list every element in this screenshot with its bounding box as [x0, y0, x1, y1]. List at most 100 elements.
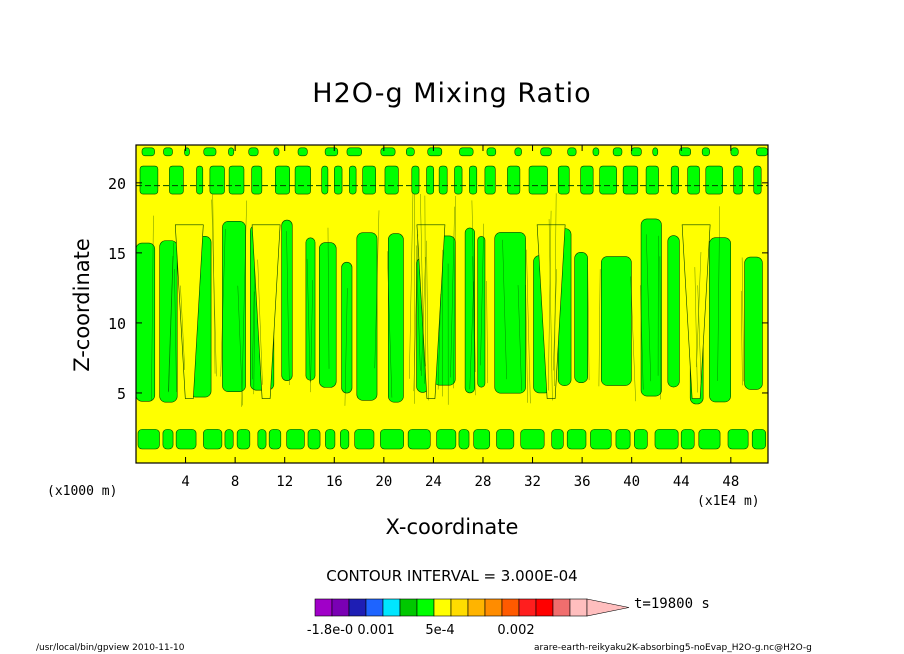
top-cell	[273, 147, 280, 157]
dry-gap	[251, 224, 281, 399]
y-tick-label: 20	[108, 175, 126, 193]
x-tick-label: 20	[375, 474, 392, 490]
top-cell	[324, 147, 339, 157]
contour-line	[253, 291, 256, 395]
contour-line	[640, 285, 644, 390]
colorbar-label: 5e-4	[425, 623, 454, 638]
lower-cell	[257, 429, 267, 450]
lower-cell	[615, 429, 631, 450]
contour-line	[717, 206, 720, 381]
x-tick-label: 48	[722, 474, 739, 490]
lower-cell	[436, 429, 457, 450]
upper-cell	[454, 165, 463, 195]
lower-cell	[162, 429, 174, 450]
top-cell	[427, 147, 443, 157]
lower-cell	[340, 429, 350, 450]
plume	[136, 242, 156, 402]
lower-cell	[354, 429, 375, 450]
contour-line	[174, 269, 177, 393]
x-tick-label: 16	[326, 474, 343, 490]
upper-cell	[196, 165, 204, 195]
contour-line	[453, 195, 456, 389]
contour-line	[409, 187, 414, 379]
contour-line	[257, 259, 263, 385]
upper-cell	[687, 165, 700, 195]
contour-line	[374, 210, 380, 369]
lower-cell	[590, 429, 612, 450]
colorbar-swatch	[450, 598, 469, 617]
contour-line	[424, 195, 426, 367]
x-tick-label: 40	[623, 474, 640, 490]
upper-cell	[321, 165, 329, 195]
contour-line	[469, 281, 475, 390]
contour-line	[694, 267, 698, 393]
plot-frame	[135, 144, 769, 464]
plume	[222, 220, 246, 392]
contour-line	[306, 258, 311, 393]
plume	[464, 227, 475, 394]
dry-gap	[174, 224, 204, 399]
contour-line	[696, 252, 702, 368]
x-tick-label: 24	[425, 474, 442, 490]
x-tick-label: 8	[231, 474, 239, 490]
upper-cell	[469, 165, 478, 195]
upper-cell	[622, 165, 639, 195]
lower-cell	[634, 429, 648, 450]
top-cell	[592, 147, 600, 157]
top-cell	[630, 147, 642, 157]
top-cell	[701, 147, 710, 157]
colorbar-swatch	[484, 598, 503, 617]
lower-cell	[551, 429, 564, 450]
top-cell	[248, 147, 259, 157]
upper-cell	[645, 165, 659, 195]
upper-cell	[733, 165, 743, 195]
y-tick-label: 10	[108, 315, 126, 333]
contour-line	[211, 199, 217, 377]
contour-line	[237, 285, 243, 406]
colorbar-swatch	[552, 598, 571, 617]
upper-cell	[169, 165, 184, 195]
contour-line	[420, 194, 425, 384]
contour-line	[526, 249, 531, 404]
contour-line	[554, 193, 557, 387]
lower-cell	[236, 429, 251, 450]
plume	[574, 252, 588, 384]
footer-right: arare-earth-reikyaku2K-absorbing5-noEvap…	[534, 643, 812, 653]
contour-line	[421, 257, 426, 376]
contour-line	[426, 240, 429, 401]
contour-line	[251, 268, 255, 380]
contour-line	[480, 223, 485, 366]
lower-cell	[698, 429, 721, 450]
lower-cell	[286, 429, 305, 450]
plume	[709, 237, 732, 403]
colorbar-swatch	[467, 598, 486, 617]
x-tick-label: 32	[524, 474, 541, 490]
upper-cell	[139, 165, 159, 195]
lower-cell	[654, 429, 679, 450]
contour-line	[517, 285, 522, 391]
y-axis-ticks: 5 10 15 20	[108, 175, 768, 403]
contour-line	[587, 264, 590, 381]
upper-cell	[349, 165, 357, 195]
upper-cell	[599, 165, 617, 195]
x-axis-label: X-coordinate	[385, 515, 519, 539]
colorbar-swatch	[382, 598, 401, 617]
lower-cell	[751, 429, 767, 450]
x-tick-label: 28	[475, 474, 492, 490]
lower-cell	[496, 429, 515, 450]
colorbar-label: 0.002	[497, 623, 534, 638]
contour-line	[310, 280, 313, 383]
colorbar-swatch	[569, 598, 588, 617]
contour-line	[472, 256, 476, 396]
contour-line	[450, 206, 455, 378]
top-cell	[486, 147, 497, 157]
top-cell	[679, 147, 692, 157]
y-tick-label: 5	[117, 385, 126, 403]
upper-cell	[209, 165, 225, 195]
plume	[744, 256, 763, 390]
lower-cell	[137, 429, 160, 450]
contour-line	[415, 245, 421, 371]
upper-cell	[294, 165, 311, 195]
contour-line	[525, 284, 528, 403]
